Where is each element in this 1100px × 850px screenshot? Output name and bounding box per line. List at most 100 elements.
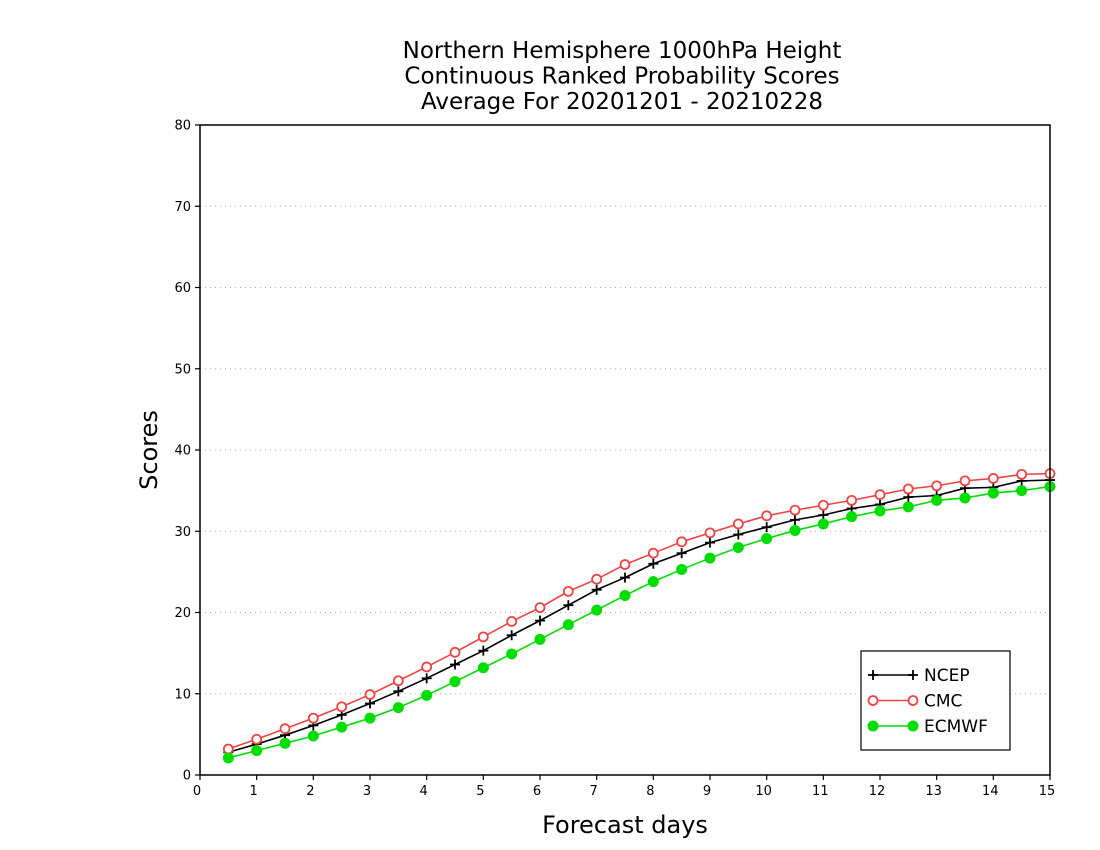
data-point-filled-circle <box>449 676 461 688</box>
y-tick-label: 80 <box>174 119 191 134</box>
data-point-filled-circle <box>732 542 744 553</box>
data-point-filled-circle <box>874 505 886 517</box>
chart-title: Northern Hemisphere 1000hPa HeightContin… <box>403 38 842 115</box>
x-axis-ticks: 0 1 2 3 4 5 6 7 8 9 10 11 12 13 14 15 <box>193 775 1055 799</box>
x-tick-label: 13 <box>925 784 942 799</box>
data-point-open-circle <box>817 499 829 511</box>
x-tick-label: 10 <box>755 784 772 799</box>
data-point-open-circle <box>846 494 858 506</box>
data-point-plus <box>648 558 659 569</box>
x-tick-label: 6 <box>533 784 541 799</box>
data-point-plus <box>818 510 829 520</box>
plot-frame <box>199 124 1051 776</box>
data-point-open-circle <box>874 489 886 501</box>
x-tick-label: 4 <box>420 784 428 799</box>
y-axis-ticks: 0 10 20 30 40 50 60 70 80 <box>174 119 200 784</box>
x-tick-label: 12 <box>869 784 886 799</box>
data-point-filled-circle <box>562 619 574 631</box>
data-point-open-circle <box>1016 468 1028 480</box>
data-point-filled-circle <box>364 712 376 724</box>
data-point-filled-circle <box>421 689 433 701</box>
data-point-open-circle <box>364 689 376 700</box>
x-tick-label: 8 <box>646 784 654 799</box>
series-cmc <box>222 468 1056 755</box>
x-tick-label: 5 <box>476 784 484 799</box>
data-point-open-circle <box>279 723 291 735</box>
data-point-filled-circle <box>477 662 489 674</box>
data-point-plus <box>733 529 744 540</box>
data-point-filled-circle <box>959 492 971 504</box>
y-tick-label: 60 <box>174 281 191 296</box>
data-point-plus <box>591 584 602 595</box>
data-point-plus <box>790 514 800 525</box>
y-tick-label: 50 <box>174 362 191 377</box>
data-point-filled-circle <box>336 721 348 733</box>
data-point-open-circle <box>732 518 744 530</box>
data-point-open-circle <box>591 573 603 585</box>
data-point-open-circle <box>534 602 546 614</box>
data-point-filled-circle <box>647 576 659 588</box>
y-tick-label: 0 <box>183 769 191 784</box>
data-point-filled-circle <box>789 524 801 536</box>
data-point-filled-circle <box>619 589 631 601</box>
data-point-open-circle <box>506 616 518 627</box>
data-point-filled-circle <box>846 511 858 523</box>
data-point-filled-circle <box>251 745 263 757</box>
x-tick-label: 2 <box>306 784 314 799</box>
data-point-plus <box>868 670 878 680</box>
data-point-plus <box>393 686 404 697</box>
data-point-filled-circle <box>987 487 999 499</box>
data-point-open-circle <box>676 536 688 548</box>
data-point-plus <box>705 537 715 548</box>
legend-item-cmc: CMC <box>867 692 962 712</box>
data-point-filled-circle <box>704 552 716 564</box>
data-point-open-circle <box>902 483 914 495</box>
chart-title-line: Continuous Ranked Probability Scores <box>404 64 839 90</box>
x-tick-label: 0 <box>193 784 201 799</box>
legend: NCEP CMC ECMWF <box>860 650 1011 751</box>
data-point-plus <box>506 630 517 641</box>
data-point-open-circle <box>619 559 631 570</box>
data-point-filled-circle <box>279 737 291 749</box>
legend-label: CMC <box>924 692 962 712</box>
data-point-open-circle <box>307 712 319 724</box>
chart-title-line: Average For 20201201 - 20210228 <box>421 89 823 115</box>
data-point-filled-circle <box>392 702 404 714</box>
x-tick-label: 1 <box>250 784 258 799</box>
data-point-plus <box>761 522 772 533</box>
data-point-filled-circle <box>817 518 829 530</box>
chart-title-line: Northern Hemisphere 1000hPa Height <box>403 38 842 64</box>
legend-label: ECMWF <box>924 717 988 737</box>
series-ncep <box>223 475 1055 758</box>
legend-item-ecmwf: ECMWF <box>867 717 988 737</box>
data-point-open-circle <box>704 527 716 539</box>
data-point-filled-circle <box>867 720 879 732</box>
series-ecmwf <box>222 481 1056 764</box>
plot-series <box>222 468 1056 764</box>
data-point-open-circle <box>562 585 574 597</box>
x-tick-label: 11 <box>812 784 829 799</box>
legend-label: NCEP <box>924 666 970 686</box>
data-point-plus <box>365 698 375 709</box>
data-point-open-circle <box>931 480 943 492</box>
data-point-plus <box>563 600 574 611</box>
data-point-open-circle <box>449 646 461 658</box>
data-point-open-circle <box>222 743 234 755</box>
data-point-filled-circle <box>307 730 319 742</box>
data-point-plus <box>535 615 545 626</box>
y-tick-label: 70 <box>174 200 191 215</box>
data-point-plus <box>421 673 432 684</box>
data-point-open-circle <box>251 733 263 745</box>
data-point-open-circle <box>392 675 404 687</box>
data-point-open-circle <box>867 695 879 706</box>
data-point-filled-circle <box>1016 485 1028 497</box>
data-point-open-circle <box>336 701 348 713</box>
data-point-plus <box>908 670 918 680</box>
x-tick-label: 15 <box>1039 784 1056 799</box>
x-tick-label: 7 <box>590 784 598 799</box>
y-tick-label: 30 <box>174 525 191 540</box>
data-point-open-circle <box>959 475 971 487</box>
x-tick-label: 9 <box>703 784 711 799</box>
data-point-open-circle <box>987 473 999 484</box>
